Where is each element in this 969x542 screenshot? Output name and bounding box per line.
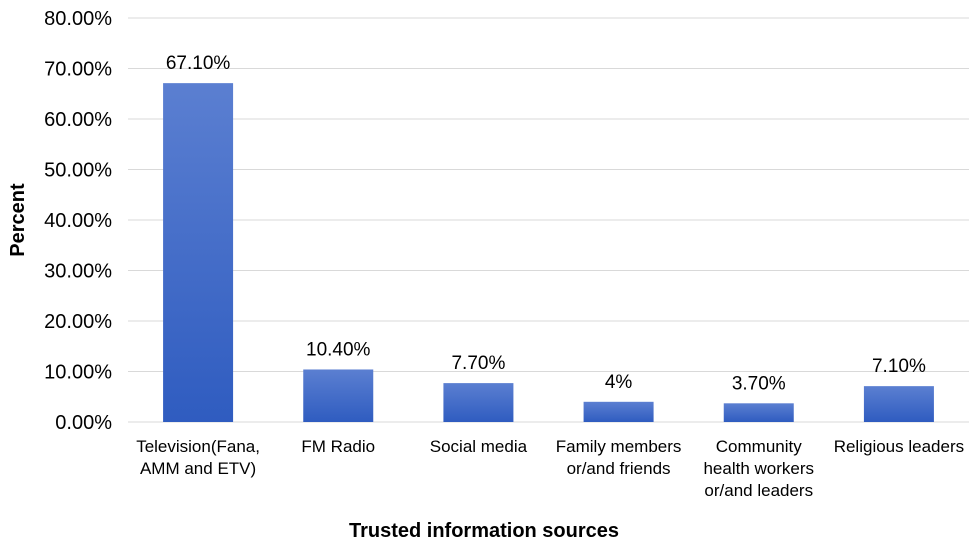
y-tick-label: 30.00% (44, 261, 112, 283)
x-category-line: AMM and ETV) (140, 459, 256, 478)
y-tick-label: 70.00% (44, 59, 112, 81)
x-category-line: Religious leaders (834, 437, 964, 456)
y-axis-title: Percent (7, 183, 29, 257)
gridlines (128, 18, 969, 422)
x-axis-title: Trusted information sources (349, 520, 619, 542)
y-tick-label: 50.00% (44, 160, 112, 182)
bar (443, 383, 513, 422)
y-tick-label: 80.00% (44, 8, 112, 30)
x-category-label: Community health workers or/and leaders (703, 437, 814, 500)
bar (584, 402, 654, 422)
data-label: 10.40% (306, 339, 371, 360)
x-category-line: health workers (703, 459, 814, 478)
bar (864, 386, 934, 422)
y-axis-ticks: 0.00% 10.00% 20.00% 30.00% 40.00% 50.00% 60.00… (44, 8, 112, 434)
bar (303, 369, 373, 422)
y-tick-label: 40.00% (44, 210, 112, 232)
data-labels: 67.10% 10.40% 7.70% 4% 3.70% 7.10% (166, 53, 926, 394)
x-category-line: FM Radio (301, 437, 375, 456)
bar (163, 83, 233, 422)
x-category-line: Family members (556, 437, 682, 456)
x-category-label: Television(Fana, AMM and ETV) (136, 437, 260, 478)
data-label: 7.70% (451, 353, 505, 374)
x-category-label: Social media (430, 437, 528, 456)
data-label: 3.70% (732, 373, 786, 394)
y-tick-label: 20.00% (44, 311, 112, 333)
x-category-line: Social media (430, 437, 528, 456)
x-category-line: or/and leaders (704, 481, 813, 500)
x-category-label: Religious leaders (834, 437, 964, 456)
data-label: 4% (605, 372, 633, 393)
data-label: 7.10% (872, 356, 926, 377)
x-category-label: Family members or/and friends (556, 437, 682, 478)
x-category-line: Television(Fana, (136, 437, 260, 456)
bar (724, 403, 794, 422)
data-label: 67.10% (166, 53, 231, 74)
x-category-line: or/and friends (567, 459, 671, 478)
y-tick-label: 0.00% (55, 412, 112, 434)
x-category-line: Community (716, 437, 802, 456)
y-tick-label: 60.00% (44, 109, 112, 131)
x-axis-categories: Television(Fana, AMM and ETV) FM Radio Soci… (136, 437, 964, 500)
x-category-label: FM Radio (301, 437, 375, 456)
y-tick-label: 10.00% (44, 362, 112, 384)
